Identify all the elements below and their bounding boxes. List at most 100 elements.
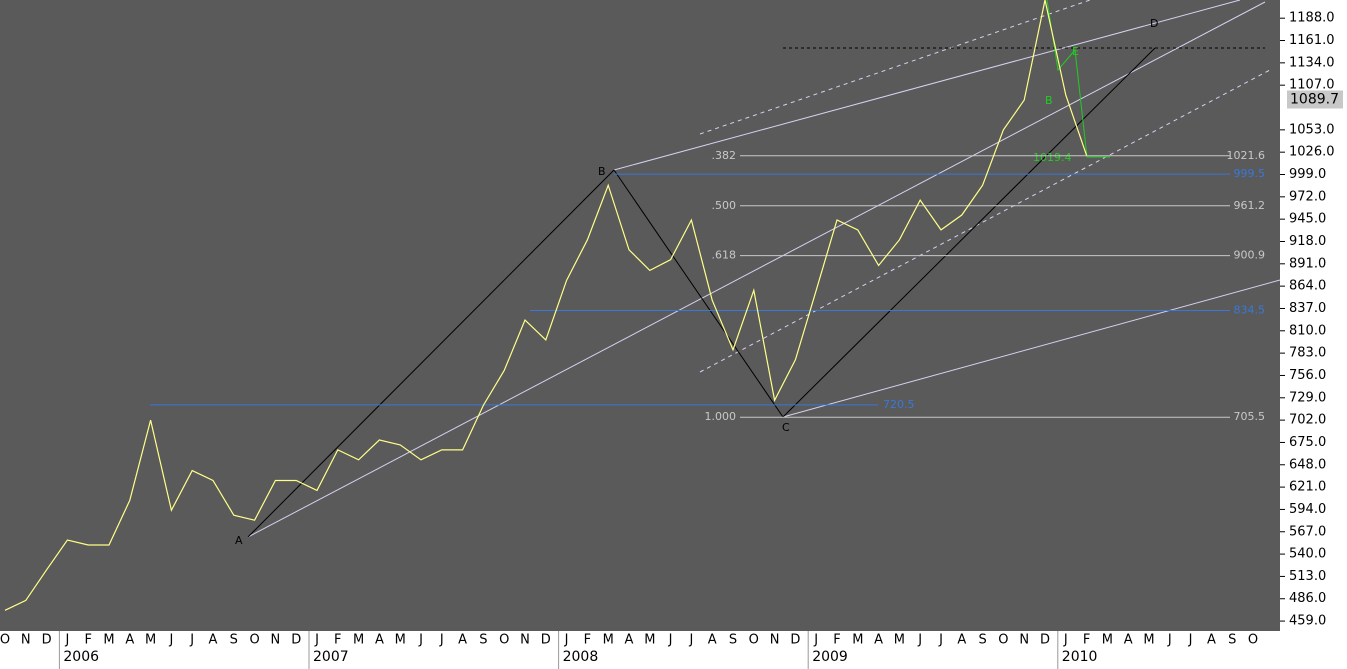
y-tick-label: 918.0 — [1289, 234, 1326, 249]
wave-line — [613, 169, 784, 418]
x-tick-label: D — [42, 633, 52, 648]
y-tick-label: 972.0 — [1289, 189, 1326, 204]
x-tick-label: M — [1143, 633, 1154, 648]
last-price-box — [1287, 90, 1343, 109]
x-tick-label: M — [852, 633, 863, 648]
x-tick-label: O — [749, 633, 759, 648]
y-tick-label: 1134.0 — [1289, 55, 1335, 70]
fib-label: .382 — [712, 149, 737, 162]
y-tick-label: 945.0 — [1289, 212, 1326, 227]
y-tick-label: 1188.0 — [1289, 11, 1335, 26]
wave-line — [782, 47, 1156, 418]
fib-value: 961.2 — [1234, 199, 1266, 212]
fib-value: 1021.6 — [1227, 149, 1266, 162]
price-line — [4, 0, 1088, 611]
h-level-label: 834.5 — [1234, 304, 1266, 317]
pitchfork — [247, 0, 1281, 538]
x-tick-label: A — [708, 633, 717, 648]
x-tick-label: A — [625, 633, 634, 648]
x-tick-label: J — [1188, 633, 1193, 648]
fib-label: .618 — [712, 249, 737, 262]
x-tick-label: A — [1124, 633, 1133, 648]
year-label: 2009 — [812, 649, 848, 665]
x-tick-label: S — [479, 633, 487, 648]
fib-value: 705.5 — [1234, 410, 1266, 423]
x-tick-label: J — [439, 633, 444, 648]
y-tick-label: 1107.0 — [1289, 78, 1335, 93]
fork-dashed — [699, 69, 1271, 373]
x-tick-label: O — [1248, 633, 1258, 648]
x-tick-label: A — [375, 633, 384, 648]
y-tick-label: 513.0 — [1289, 569, 1326, 584]
year-label: 2006 — [63, 649, 99, 665]
year-label: 2010 — [1062, 649, 1098, 665]
x-tick-label: F — [84, 633, 91, 648]
x-tick-label: M — [395, 633, 406, 648]
fib-value: 900.9 — [1234, 249, 1266, 262]
annotation: A — [235, 534, 243, 547]
h-level-label: 720.5 — [883, 398, 915, 411]
x-tick-label: M — [1102, 633, 1113, 648]
x-tick-label: S — [230, 633, 238, 648]
fork-line — [613, 0, 1241, 171]
y-tick-label: 648.0 — [1289, 457, 1326, 472]
annotation: D — [1150, 17, 1158, 30]
x-tick-label: J — [64, 633, 69, 648]
x-tick-label: J — [314, 633, 319, 648]
annotation: C — [782, 421, 790, 434]
x-tick-label: J — [1063, 633, 1068, 648]
x-tick-label: J — [813, 633, 818, 648]
y-tick-label: 621.0 — [1289, 480, 1326, 495]
fib-label: .500 — [712, 199, 737, 212]
x-tick-label: M — [145, 633, 156, 648]
y-tick-label: 540.0 — [1289, 547, 1326, 562]
y-tick-label: 999.0 — [1289, 167, 1326, 182]
x-tick-label: F — [1083, 633, 1090, 648]
y-tick-label: 891.0 — [1289, 256, 1326, 271]
x-tick-label: D — [541, 633, 551, 648]
x-tick-label: J — [564, 633, 569, 648]
y-tick-label: 594.0 — [1289, 502, 1326, 517]
x-tick-label: O — [249, 633, 259, 648]
green-wave — [1046, 0, 1110, 158]
x-tick-label: O — [0, 633, 10, 648]
fork-line — [247, 1, 1266, 538]
x-tick-label: A — [125, 633, 134, 648]
x-tick-label: M — [103, 633, 114, 648]
x-tick-label: D — [1040, 633, 1050, 648]
y-tick-label: 837.0 — [1289, 301, 1326, 316]
annotation: B — [1045, 94, 1053, 107]
x-tick-label: O — [998, 633, 1008, 648]
x-tick-label: N — [770, 633, 780, 648]
x-tick-label: M — [353, 633, 364, 648]
y-tick-label: 675.0 — [1289, 435, 1326, 450]
annotation: 1019.4 — [1033, 151, 1072, 164]
x-tick-label: N — [271, 633, 281, 648]
x-tick-label: M — [894, 633, 905, 648]
y-tick-label: 729.0 — [1289, 390, 1326, 405]
x-tick-label: A — [957, 633, 966, 648]
y-axis-panel — [1280, 0, 1347, 669]
x-tick-label: J — [688, 633, 693, 648]
x-tick-label: S — [978, 633, 986, 648]
x-tick-label: F — [833, 633, 840, 648]
year-label: 2008 — [563, 649, 599, 665]
x-tick-label: J — [168, 633, 173, 648]
x-tick-label: F — [334, 633, 341, 648]
year-label: 2007 — [313, 649, 349, 665]
h-level-label: 999.5 — [1234, 167, 1266, 180]
fib-label: 1.000 — [705, 410, 737, 423]
x-tick-label: S — [1228, 633, 1236, 648]
x-tick-label: J — [938, 633, 943, 648]
x-tick-label: D — [291, 633, 301, 648]
x-tick-label: D — [790, 633, 800, 648]
fork-line — [782, 279, 1281, 418]
y-tick-label: 783.0 — [1289, 346, 1326, 361]
x-tick-label: N — [1019, 633, 1029, 648]
x-tick-label: J — [668, 633, 673, 648]
y-tick-label: 702.0 — [1289, 413, 1326, 428]
x-tick-label: N — [21, 633, 31, 648]
x-tick-label: M — [644, 633, 655, 648]
y-tick-label: 1026.0 — [1289, 145, 1335, 160]
y-tick-label: 864.0 — [1289, 279, 1326, 294]
